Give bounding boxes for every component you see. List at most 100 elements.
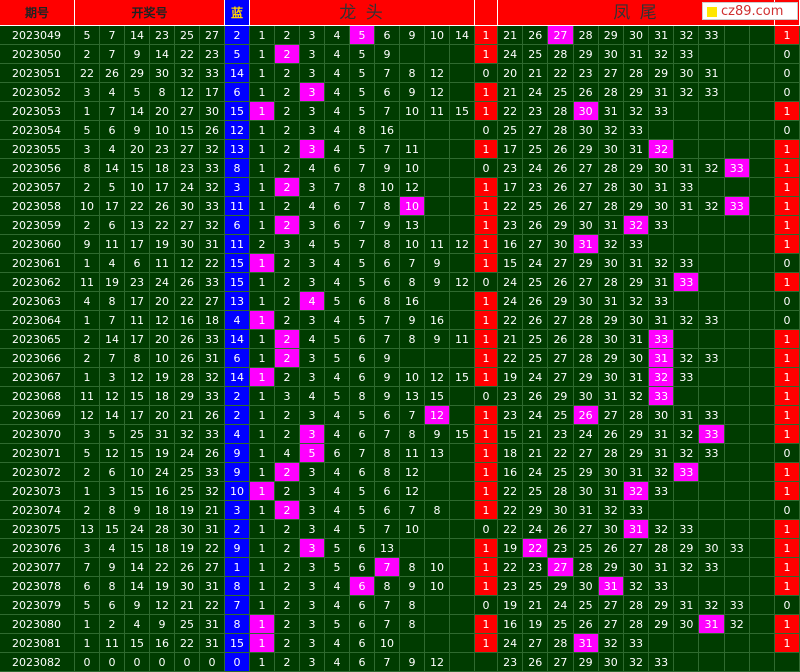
head-number: 1 bbox=[250, 273, 275, 292]
draw-number: 0 bbox=[175, 653, 200, 672]
head-number: 3 bbox=[300, 425, 325, 444]
draw-number: 18 bbox=[200, 311, 225, 330]
head-number: 3 bbox=[300, 520, 325, 539]
draw-number: 11 bbox=[150, 254, 175, 273]
head-number: 4 bbox=[325, 577, 350, 596]
head-number: 5 bbox=[350, 311, 375, 330]
head-number: 3 bbox=[300, 577, 325, 596]
tail-number: 31 bbox=[649, 558, 675, 577]
head-number: 1 bbox=[250, 539, 275, 558]
head-number: 2 bbox=[275, 292, 300, 311]
head-header: 龙 头 bbox=[250, 0, 475, 26]
tail-number bbox=[699, 463, 725, 482]
head-number: 9 bbox=[425, 425, 450, 444]
tail-number bbox=[724, 45, 750, 64]
draw-number: 23 bbox=[175, 159, 200, 178]
head-number: 7 bbox=[400, 406, 425, 425]
draw-number: 3 bbox=[75, 425, 100, 444]
tail-number: 24 bbox=[498, 45, 524, 64]
tail-flag: 1 bbox=[775, 159, 800, 178]
tail-number bbox=[699, 653, 725, 672]
head-number: 1 bbox=[250, 387, 275, 406]
draw-number: 5 bbox=[75, 26, 100, 45]
head-number: 5 bbox=[325, 615, 350, 634]
draw-number: 20 bbox=[150, 292, 175, 311]
period: 2023054 bbox=[0, 121, 75, 140]
head-number: 3 bbox=[300, 273, 325, 292]
tail-number bbox=[749, 254, 775, 273]
draw-number: 25 bbox=[175, 463, 200, 482]
tail-number: 31 bbox=[674, 159, 700, 178]
head-number: 10 bbox=[375, 178, 400, 197]
blue-number: 13 bbox=[225, 292, 250, 311]
head-number: 3 bbox=[300, 558, 325, 577]
draw-number: 33 bbox=[200, 387, 225, 406]
period: 2023072 bbox=[0, 463, 75, 482]
draw-number: 11 bbox=[75, 387, 100, 406]
tail-number: 15 bbox=[498, 425, 524, 444]
head-number: 1 bbox=[250, 178, 275, 197]
tail-number bbox=[699, 520, 725, 539]
draw-number: 0 bbox=[100, 653, 125, 672]
head-number bbox=[450, 558, 475, 577]
head-number: 2 bbox=[275, 349, 300, 368]
draw-number: 2 bbox=[75, 45, 100, 64]
draw-number: 31 bbox=[150, 425, 175, 444]
head-number: 4 bbox=[300, 292, 325, 311]
tail-number: 29 bbox=[649, 64, 675, 83]
tail-number bbox=[674, 501, 700, 520]
draw-number: 12 bbox=[100, 387, 125, 406]
tail-number bbox=[749, 330, 775, 349]
tail-flag: 1 bbox=[775, 634, 800, 653]
tail-flag: 1 bbox=[775, 26, 800, 45]
blue-number: 9 bbox=[225, 463, 250, 482]
tail-number: 30 bbox=[674, 64, 700, 83]
head-number bbox=[400, 349, 425, 368]
tail-number: 28 bbox=[598, 197, 624, 216]
blue-number: 0 bbox=[225, 653, 250, 672]
head-number: 15 bbox=[450, 102, 475, 121]
period: 2023077 bbox=[0, 558, 75, 577]
blue-number: 15 bbox=[225, 102, 250, 121]
period: 2023057 bbox=[0, 178, 75, 197]
draw-number: 12 bbox=[75, 406, 100, 425]
head-number: 9 bbox=[425, 254, 450, 273]
tail-number: 31 bbox=[623, 368, 650, 387]
tail-number: 25 bbox=[523, 197, 549, 216]
head-number: 2 bbox=[275, 159, 300, 178]
tail-number bbox=[649, 501, 675, 520]
head-number: 8 bbox=[375, 197, 400, 216]
tail-number: 31 bbox=[598, 577, 624, 596]
head-number: 7 bbox=[375, 311, 400, 330]
draw-number: 3 bbox=[75, 83, 100, 102]
head-number: 1 bbox=[250, 159, 275, 178]
period: 2023060 bbox=[0, 235, 75, 254]
tail-flag: 1 bbox=[775, 577, 800, 596]
tail-number: 33 bbox=[674, 368, 700, 387]
tail-number: 21 bbox=[498, 83, 524, 102]
head-number: 6 bbox=[350, 596, 375, 615]
head-number: 12 bbox=[400, 463, 425, 482]
tail-number: 26 bbox=[523, 653, 549, 672]
tail-number: 28 bbox=[598, 159, 624, 178]
draw-number: 33 bbox=[200, 330, 225, 349]
tail-number bbox=[749, 615, 775, 634]
draw-number: 22 bbox=[200, 254, 225, 273]
tail-flag: 1 bbox=[775, 140, 800, 159]
blue-number: 15 bbox=[225, 254, 250, 273]
tail-number: 30 bbox=[598, 520, 624, 539]
period: 2023050 bbox=[0, 45, 75, 64]
draw-number: 3 bbox=[100, 482, 125, 501]
head-number: 6 bbox=[350, 349, 375, 368]
head-number: 8 bbox=[350, 387, 375, 406]
head-number: 4 bbox=[300, 235, 325, 254]
tail-number: 27 bbox=[573, 159, 599, 178]
head-number bbox=[425, 634, 450, 653]
period: 2023056 bbox=[0, 159, 75, 178]
tail-number: 33 bbox=[623, 634, 650, 653]
draw-number: 23 bbox=[125, 273, 150, 292]
head-number bbox=[450, 482, 475, 501]
head-number bbox=[450, 140, 475, 159]
tail-number: 30 bbox=[573, 577, 599, 596]
head-number: 2 bbox=[275, 26, 300, 45]
